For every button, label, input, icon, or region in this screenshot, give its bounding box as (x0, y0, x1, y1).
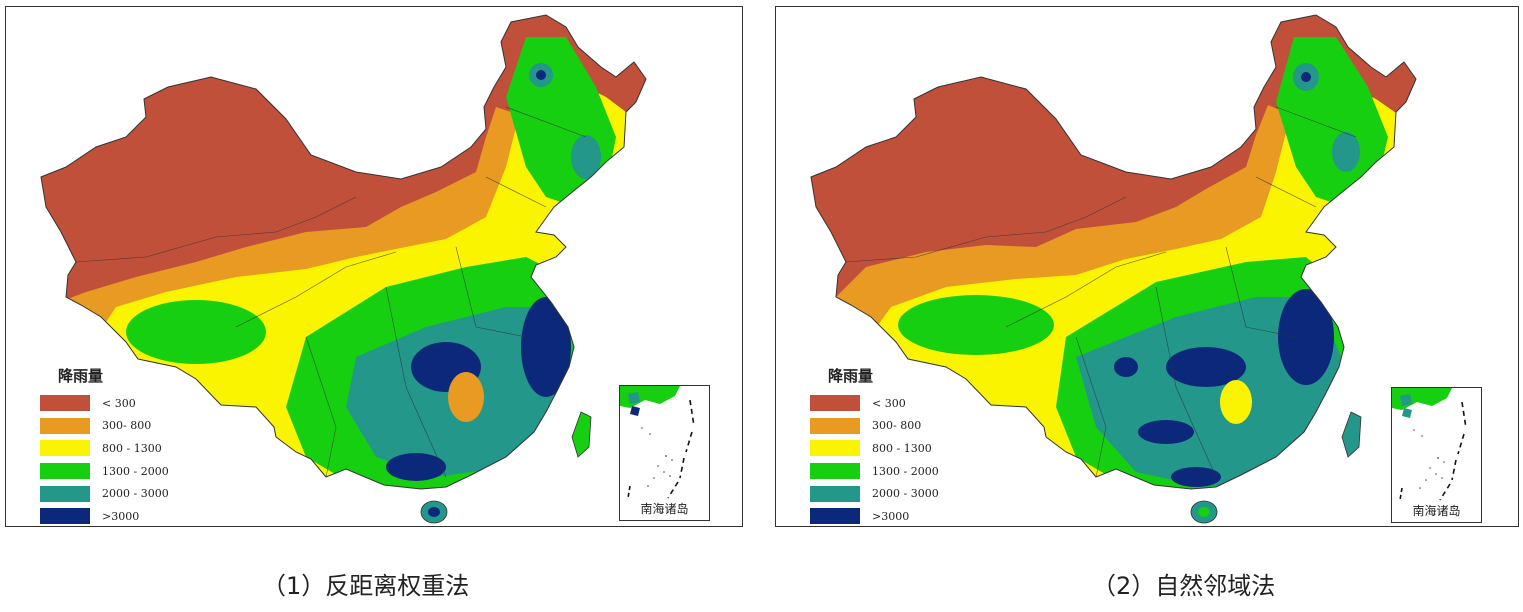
legend-item: 2000 - 3000 (810, 482, 939, 505)
legend-item: 1300 - 2000 (810, 460, 939, 483)
legend-label: 800 - 1300 (872, 441, 932, 455)
rainfall-map-natural-neighbor (810, 14, 1417, 524)
legend-title: 降雨量 (828, 367, 874, 385)
legend-label: < 300 (872, 396, 906, 410)
legend-label: 1300 - 2000 (102, 464, 169, 478)
legend-item: >3000 (810, 505, 939, 526)
rainfall-map-idw (40, 14, 647, 524)
legend-item: 300- 800 (810, 415, 939, 438)
legend-label: 2000 - 3000 (872, 487, 939, 501)
map-panel-idw: 降雨量 < 300 300- 800 800 - 1300 1300 - 200… (5, 6, 743, 527)
legend-item: < 300 (40, 392, 169, 415)
legend: 降雨量 < 300 300- 800 800 - 1300 1300 - 200… (810, 365, 939, 526)
legend-item: 1300 - 2000 (40, 460, 169, 483)
inset-label: 南海诸岛 (1412, 504, 1461, 518)
caption-idw: （1）反距离权重法 (262, 572, 470, 600)
legend-label: 2000 - 3000 (102, 487, 169, 501)
legend-item: 300- 800 (40, 415, 169, 438)
south-china-sea-inset: 南海诸岛 (619, 385, 710, 521)
legend: 降雨量 < 300 300- 800 800 - 1300 1300 - 200… (40, 365, 169, 526)
legend-label: 800 - 1300 (102, 441, 162, 455)
inset-map (620, 386, 695, 499)
caption-natural-neighbor: （2）自然邻域法 (1092, 572, 1276, 600)
legend-title: 降雨量 (58, 367, 104, 385)
legend-label: 300- 800 (102, 419, 152, 433)
legend-label: 300- 800 (872, 419, 922, 433)
legend-item: >3000 (40, 505, 169, 526)
inset-label: 南海诸岛 (640, 502, 689, 516)
legend-label: 1300 - 2000 (872, 464, 939, 478)
legend-label: >3000 (872, 509, 910, 523)
legend-item: 2000 - 3000 (40, 482, 169, 505)
legend-item: 800 - 1300 (810, 437, 939, 460)
legend-label: < 300 (102, 396, 136, 410)
south-china-sea-inset: 南海诸岛 (1391, 387, 1482, 523)
legend-item: < 300 (810, 392, 939, 415)
legend-item: 800 - 1300 (40, 437, 169, 460)
map-panel-natural-neighbor: 降雨量 < 300 300- 800 800 - 1300 1300 - 200… (775, 6, 1519, 527)
legend-label: >3000 (102, 509, 140, 523)
inset-map (1392, 388, 1467, 501)
